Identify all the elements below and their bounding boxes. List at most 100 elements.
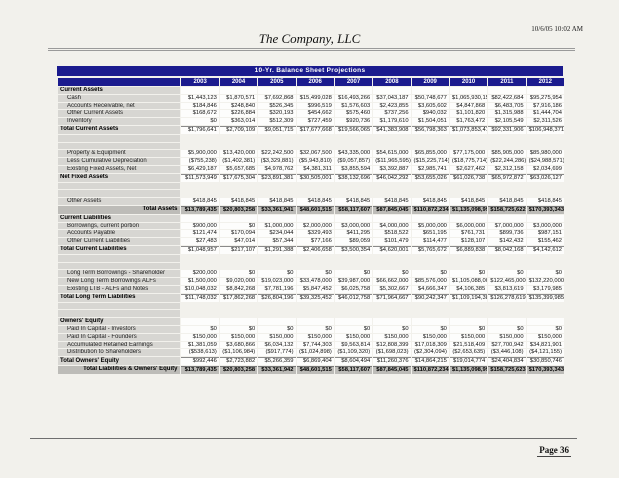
cell-value: ($11,965,595): [373, 158, 411, 165]
spacer-row: [58, 302, 564, 310]
cell-value: $33,361,941: [258, 205, 296, 214]
table-row: Total Assets $13,789,435 $20,803,258 $33,36…: [58, 205, 564, 214]
cell-value: $26,804,196: [258, 293, 296, 302]
cell-value: ($2,653,635): [449, 349, 488, 357]
cell-value: [412, 143, 449, 150]
cell-value: $418,845: [181, 198, 219, 205]
cell-value: ($1,402,381): [219, 158, 258, 165]
cell-value: ($1,106,984): [219, 349, 258, 357]
cell-value: $418,845: [411, 198, 449, 205]
table-row: New Long Term Borrowings ALFs $1,500,000 $…: [58, 278, 564, 285]
cell-value: $4,978,762: [258, 165, 296, 173]
cell-value: $4,142,612: [526, 245, 564, 254]
cell-value: [296, 87, 334, 94]
cell-value: $158,725,622: [488, 205, 526, 214]
cell-value: $575,460: [334, 110, 373, 118]
cell-value: [258, 183, 295, 190]
cell-value: [412, 303, 449, 310]
row-label: Borrowings, current portion: [58, 222, 181, 230]
cell-value: $33,478,000: [296, 278, 334, 285]
cell-value: $17,677,668: [296, 125, 334, 134]
cell-value: $1,576,603: [334, 102, 373, 110]
cell-value: $3,605,602: [411, 102, 449, 110]
row-label: Net Fixed Assets: [58, 173, 181, 182]
cell-value: $170,393,343: [526, 205, 564, 214]
cell-value: $41,383,908: [373, 125, 411, 134]
row-label: Inventory: [58, 118, 181, 125]
cell-value: $418,845: [258, 198, 296, 205]
cell-value: [373, 310, 410, 317]
cell-value: $3,000,000: [526, 222, 564, 230]
cell-value: $7,744,303: [296, 341, 334, 349]
cell-value: ($1,109,320): [334, 349, 373, 357]
cell-value: $2,627,462: [449, 165, 488, 173]
table-row: Current Assets: [58, 87, 564, 94]
cell-value: $1,763,472: [449, 118, 488, 125]
cell-value: $2,723,882: [219, 357, 258, 365]
cell-value: $6,483,705: [488, 102, 526, 110]
cell-value: $0: [258, 270, 296, 278]
cell-value: [219, 318, 258, 325]
cell-value: $57,344: [258, 238, 296, 245]
cell-value: $19,014,774: [449, 357, 488, 365]
cell-value: $0: [258, 325, 296, 333]
cell-value: [258, 214, 296, 222]
cell-value: $24,404,834: [488, 357, 526, 365]
year-column-header: 2003: [181, 78, 219, 86]
cell-value: $14,864,215: [411, 357, 449, 365]
spacer-row: [58, 182, 564, 190]
cell-value: $22,242,500: [258, 150, 296, 158]
table-row: Long Term Borrowings - Shareholder $200,0…: [58, 270, 564, 278]
footer-rule: [30, 438, 577, 439]
cell-value: [297, 263, 334, 270]
cell-value: $87,845,045: [373, 365, 411, 374]
cell-value: $5,900,000: [181, 150, 219, 158]
table-title-banner: 10-Yr. Balance Sheet Projections: [57, 66, 563, 76]
cell-value: $82,422,684: [488, 94, 526, 102]
cell-value: $1,504,051: [411, 118, 449, 125]
cell-value: [488, 255, 525, 262]
table-row: Other Current Assets $168,672 $226,884 $320…: [58, 110, 564, 118]
table-row: Less Cumulative Depreciation ($755,238) ($…: [58, 158, 564, 165]
cell-value: $20,803,258: [219, 365, 258, 374]
cell-value: $48,601,515: [296, 365, 334, 374]
spacer-row: [58, 142, 564, 150]
cell-value: $56,798,363: [411, 125, 449, 134]
cell-value: [335, 190, 372, 197]
cell-value: [297, 303, 334, 310]
cell-value: $110,872,234: [411, 205, 449, 214]
cell-value: ($4,121,155): [526, 349, 564, 357]
cell-value: $37,043,187: [373, 94, 411, 102]
table-row: Other Current Liabilities $27,483 $47,014 $…: [58, 238, 564, 245]
row-label: Accounts Receivable, net: [58, 102, 181, 110]
cell-value: [526, 318, 564, 325]
cell-value: [219, 214, 258, 222]
cell-value: $920,736: [334, 118, 373, 125]
cell-value: $1,796,641: [181, 125, 219, 134]
header-rule: [48, 48, 575, 51]
row-label: [58, 190, 181, 198]
cell-value: $1,135,098,997: [449, 365, 488, 374]
cell-value: $0: [181, 118, 219, 125]
spacer-row: [58, 310, 564, 318]
year-column-header: 2012: [526, 78, 564, 86]
cell-value: [450, 263, 487, 270]
row-label: Distribution to Shareholders: [58, 349, 181, 357]
table-row: Accounts Receivable, net $184,846 $248,840…: [58, 102, 564, 110]
table-row: Net Fixed Assets $11,573,949 $17,675,304 $2…: [58, 173, 564, 182]
row-label: Paid In Capital - Investors: [58, 325, 181, 333]
cell-value: $101,479: [373, 238, 411, 245]
cell-value: [335, 143, 372, 150]
table-row: Other Assets $418,845 $418,845 $418,845 $418…: [58, 198, 564, 205]
cell-value: $418,845: [526, 198, 564, 205]
cell-value: $217,107: [219, 245, 258, 254]
cell-value: $6,429,187: [181, 165, 219, 173]
cell-value: [297, 143, 334, 150]
cell-value: $518,522: [373, 230, 411, 238]
cell-value: [258, 255, 295, 262]
cell-value: $9,020,000: [219, 278, 258, 285]
cell-value: [373, 87, 411, 94]
table-row: Borrowings, current portion $900,000 $0 $1,…: [58, 222, 564, 230]
row-label: Property & Equipment: [58, 150, 181, 158]
cell-value: [373, 190, 410, 197]
